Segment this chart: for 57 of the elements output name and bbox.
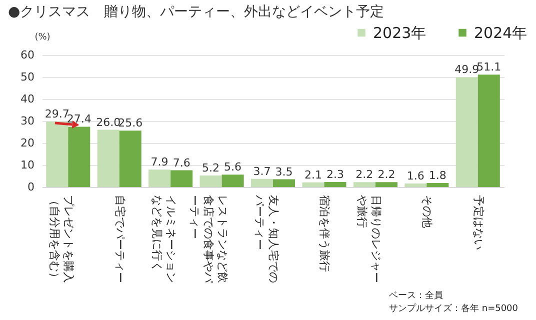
bar (250, 178, 273, 187)
text: 25.6 (118, 116, 143, 130)
text: 29.7 (44, 108, 70, 121)
x-tick-label: レストランなど飲食店での食事やパーティー (188, 195, 229, 284)
x-tick-label: 宿泊を伴う旅行 (318, 195, 332, 272)
y-tick-label: 0 (28, 180, 34, 194)
bar (375, 182, 398, 187)
text: 5.2 (202, 162, 220, 175)
text: 2.2 (378, 168, 396, 182)
text: 3.7 (253, 164, 271, 178)
text: 2.1 (304, 168, 322, 182)
x-tick-label: 日帰りのレジャーや旅行 (355, 195, 382, 283)
y-tick-label: 50 (20, 70, 34, 84)
bar (97, 130, 120, 187)
text: 51.1 (476, 60, 502, 74)
x-tick-label: プレゼントを購入（自分用を含む） (48, 195, 76, 283)
y-tick-label: 30 (20, 114, 34, 128)
x-tick-label: 予定はない (472, 195, 485, 250)
bar (426, 183, 449, 187)
bar (68, 126, 90, 187)
bar (478, 74, 500, 187)
y-tick-label: 40 (20, 92, 34, 106)
text: 1.8 (428, 169, 446, 182)
y-tick-label: 20 (20, 136, 34, 150)
x-tick-label: 自宅でパーティー (113, 195, 126, 283)
text: 2.3 (326, 168, 344, 181)
bar (200, 176, 222, 187)
text: サンプルサイズ：各年 n=5000 (389, 303, 518, 314)
text: 2.2 (356, 168, 374, 182)
y-tick-label: 60 (20, 48, 34, 62)
text: 26.0 (96, 116, 121, 129)
text: 7.9 (150, 156, 168, 169)
text: 27.4 (66, 112, 92, 126)
text: ベース：全員 (389, 290, 443, 301)
bar (456, 77, 478, 187)
text: 7.6 (172, 156, 190, 170)
bar (353, 182, 376, 187)
x-tick-label: その他 (420, 195, 434, 228)
y-axis-title: (%) (34, 32, 50, 42)
x-tick-label: イルミネーションなどを見に行く (150, 195, 178, 283)
bar (170, 170, 193, 187)
y-tick-label: 10 (20, 158, 34, 172)
bar (148, 170, 171, 187)
text: 5.6 (224, 160, 242, 174)
legend-label: 2023年 (373, 24, 426, 42)
bar (46, 122, 68, 187)
bar (324, 182, 346, 187)
bar (222, 174, 244, 187)
bar (404, 183, 427, 187)
bar (302, 182, 324, 187)
legend-label: 2024年 (474, 24, 528, 42)
text: 1.6 (406, 169, 424, 182)
chart-title: ●クリスマス 贈り物、パーティー、外出などイベント予定 (8, 4, 384, 20)
text: 3.5 (275, 165, 293, 178)
bar (273, 179, 296, 187)
bar (119, 130, 142, 187)
x-tick-label: 友人・知人宅でのパーティー (253, 194, 280, 283)
